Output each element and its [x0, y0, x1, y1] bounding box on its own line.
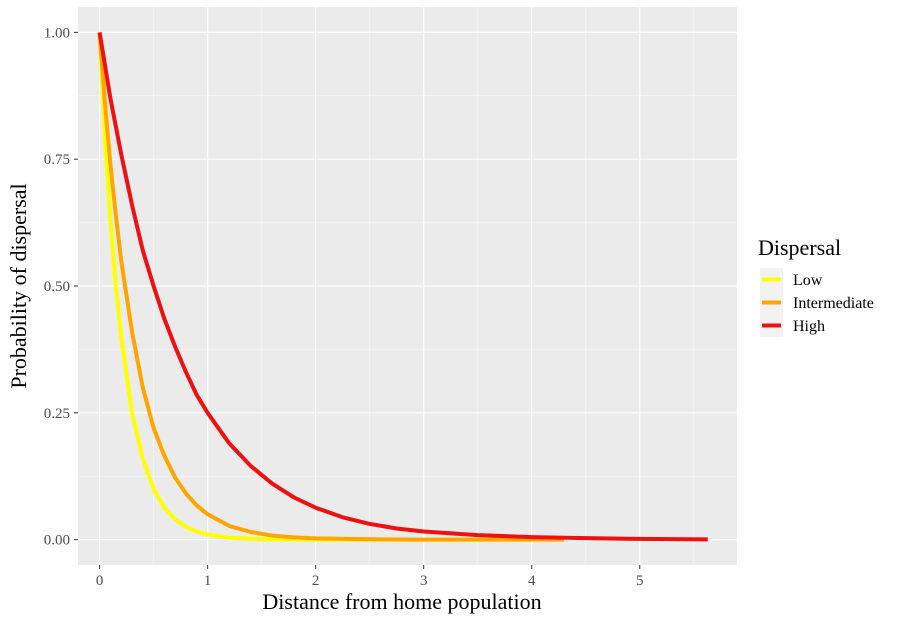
- x-tick-label: 0: [96, 573, 104, 589]
- y-tick-label: 0.00: [44, 533, 70, 549]
- x-tick-label: 4: [528, 573, 536, 589]
- legend-label-intermediate: Intermediate: [793, 295, 874, 312]
- x-axis-ticks: 0 1 2 3 4 5: [96, 565, 644, 589]
- series-line-intermediate: [97, 32, 565, 542]
- x-axis-title: Distance from home population: [262, 589, 541, 614]
- series-lines: [97, 32, 708, 542]
- legend-title: Dispersal: [758, 235, 841, 260]
- grid-major: [78, 7, 737, 565]
- x-tick-label: 5: [636, 573, 644, 589]
- y-tick-label: 0.50: [44, 279, 70, 295]
- x-tick-label: 1: [204, 573, 212, 589]
- y-axis-title: Probability of dispersal: [6, 183, 31, 388]
- x-tick-label: 3: [420, 573, 428, 589]
- x-tick-label: 2: [312, 573, 320, 589]
- legend-label-high: High: [793, 318, 825, 335]
- y-tick-label: 1.00: [44, 25, 70, 41]
- y-tick-label: 0.25: [44, 406, 70, 422]
- legend: Dispersal Low Intermediate High: [758, 235, 874, 337]
- y-axis-ticks: 0.00 0.25 0.50 0.75 1.00: [44, 25, 78, 549]
- series-line-high: [97, 32, 708, 542]
- y-tick-label: 0.75: [44, 152, 70, 168]
- legend-label-low: Low: [793, 272, 823, 289]
